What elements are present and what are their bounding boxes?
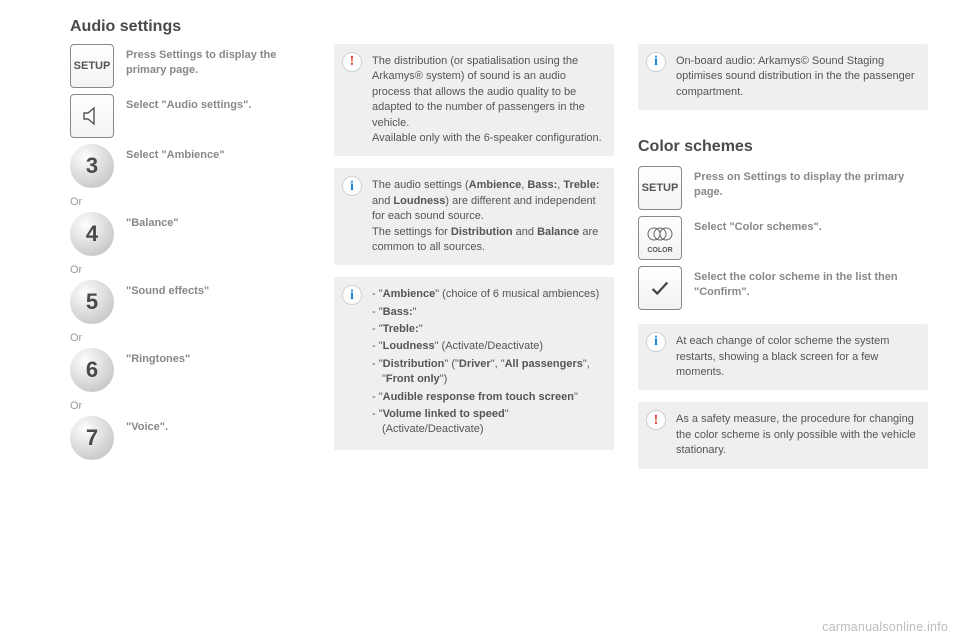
warning-icon: !: [342, 52, 362, 72]
column-middle: ! The distribution (or spatialisation us…: [334, 44, 614, 481]
list-item: "Bass:": [372, 305, 602, 320]
watermark: carmanualsonline.info: [822, 620, 948, 634]
t7: and: [372, 195, 393, 207]
restart-info-box: i At each change of color scheme the sys…: [638, 324, 928, 390]
step-confirm-text: Select the color scheme in the list then…: [694, 266, 928, 300]
t12: and: [513, 226, 537, 238]
t13: Balance: [537, 226, 579, 238]
or-2: Or: [70, 264, 310, 276]
audio-settings-info-box: i The audio settings (Ambience, Bass:, T…: [334, 168, 614, 265]
distribution-warning-text: The distribution (or spatialisation usin…: [372, 55, 602, 144]
step-select-color-text: Select "Color schemes".: [694, 216, 822, 235]
step-setup-color: SETUP Press on Settings to display the p…: [638, 166, 928, 210]
step-balance-text: "Balance": [126, 212, 179, 231]
setup-icon: SETUP: [70, 44, 114, 88]
speaker-icon: [70, 94, 114, 138]
t2: Ambience: [469, 179, 522, 191]
list-item: "Loudness" (Activate/Deactivate): [372, 339, 602, 354]
step-number-5: 5: [70, 280, 114, 324]
step-select-color: COLOR Select "Color schemes".: [638, 216, 928, 260]
step-number-7: 7: [70, 416, 114, 460]
step-number-6: 6: [70, 348, 114, 392]
step-confirm: Select the color scheme in the list then…: [638, 266, 928, 310]
step-ringtones-text: "Ringtones": [126, 348, 190, 367]
t11: Distribution: [451, 226, 513, 238]
step-number-3: 3: [70, 144, 114, 188]
settings-list: "Ambience" (choice of 6 musical ambience…: [372, 287, 602, 438]
step-voice: 7 "Voice".: [70, 416, 310, 460]
step-ambience-text: Select "Ambience": [126, 144, 224, 163]
or-3: Or: [70, 332, 310, 344]
color-icon-label: COLOR: [647, 247, 672, 254]
t1: The audio settings (: [372, 179, 469, 191]
arkamys-text: On-board audio: Arkamys© Sound Staging o…: [676, 55, 914, 98]
step-ambience: 3 Select "Ambience": [70, 144, 310, 188]
step-audio-settings: Select "Audio settings".: [70, 94, 310, 138]
settings-list-box: i "Ambience" (choice of 6 musical ambien…: [334, 277, 614, 450]
or-1: Or: [70, 196, 310, 208]
or-4: Or: [70, 400, 310, 412]
t8: Loudness: [393, 195, 445, 207]
info-icon: i: [646, 332, 666, 352]
column-left: SETUP Press Settings to display the prim…: [70, 44, 310, 481]
distribution-warning-box: ! The distribution (or spatialisation us…: [334, 44, 614, 156]
color-schemes-title: Color schemes: [638, 138, 928, 156]
warning-icon: !: [646, 410, 666, 430]
restart-text: At each change of color scheme the syste…: [676, 335, 889, 378]
step-ringtones: 6 "Ringtones": [70, 348, 310, 392]
step-voice-text: "Voice".: [126, 416, 168, 435]
step-balance: 4 "Balance": [70, 212, 310, 256]
step-setup-color-text: Press on Settings to display the primary…: [694, 166, 928, 200]
step-setup-text: Press Settings to display the primary pa…: [126, 44, 310, 78]
info-icon: i: [646, 52, 666, 72]
safety-text: As a safety measure, the procedure for c…: [676, 413, 916, 456]
list-item: "Treble:": [372, 322, 602, 337]
step-sound-effects: 5 "Sound effects": [70, 280, 310, 324]
step-setup: SETUP Press Settings to display the prim…: [70, 44, 310, 88]
info-icon: i: [342, 176, 362, 196]
safety-warning-box: ! As a safety measure, the procedure for…: [638, 402, 928, 468]
t4: Bass:: [527, 179, 557, 191]
column-right: i On-board audio: Arkamys© Sound Staging…: [638, 44, 928, 481]
color-icon: COLOR: [638, 216, 682, 260]
list-item: "Volume linked to speed" (Activate/Deact…: [372, 407, 602, 438]
content-columns: SETUP Press Settings to display the prim…: [70, 44, 930, 481]
setup-icon: SETUP: [638, 166, 682, 210]
step-number-4: 4: [70, 212, 114, 256]
t6: Treble:: [563, 179, 599, 191]
list-item: "Ambience" (choice of 6 musical ambience…: [372, 287, 602, 302]
list-item: "Distribution" ("Driver", "All passenger…: [372, 357, 602, 388]
list-item: "Audible response from touch screen": [372, 390, 602, 405]
step-sound-effects-text: "Sound effects": [126, 280, 209, 299]
step-audio-settings-text: Select "Audio settings".: [126, 94, 251, 113]
t10: The settings for: [372, 226, 451, 238]
check-icon: [638, 266, 682, 310]
arkamys-info-box: i On-board audio: Arkamys© Sound Staging…: [638, 44, 928, 110]
page-title: Audio settings: [70, 18, 930, 36]
info-icon: i: [342, 285, 362, 305]
